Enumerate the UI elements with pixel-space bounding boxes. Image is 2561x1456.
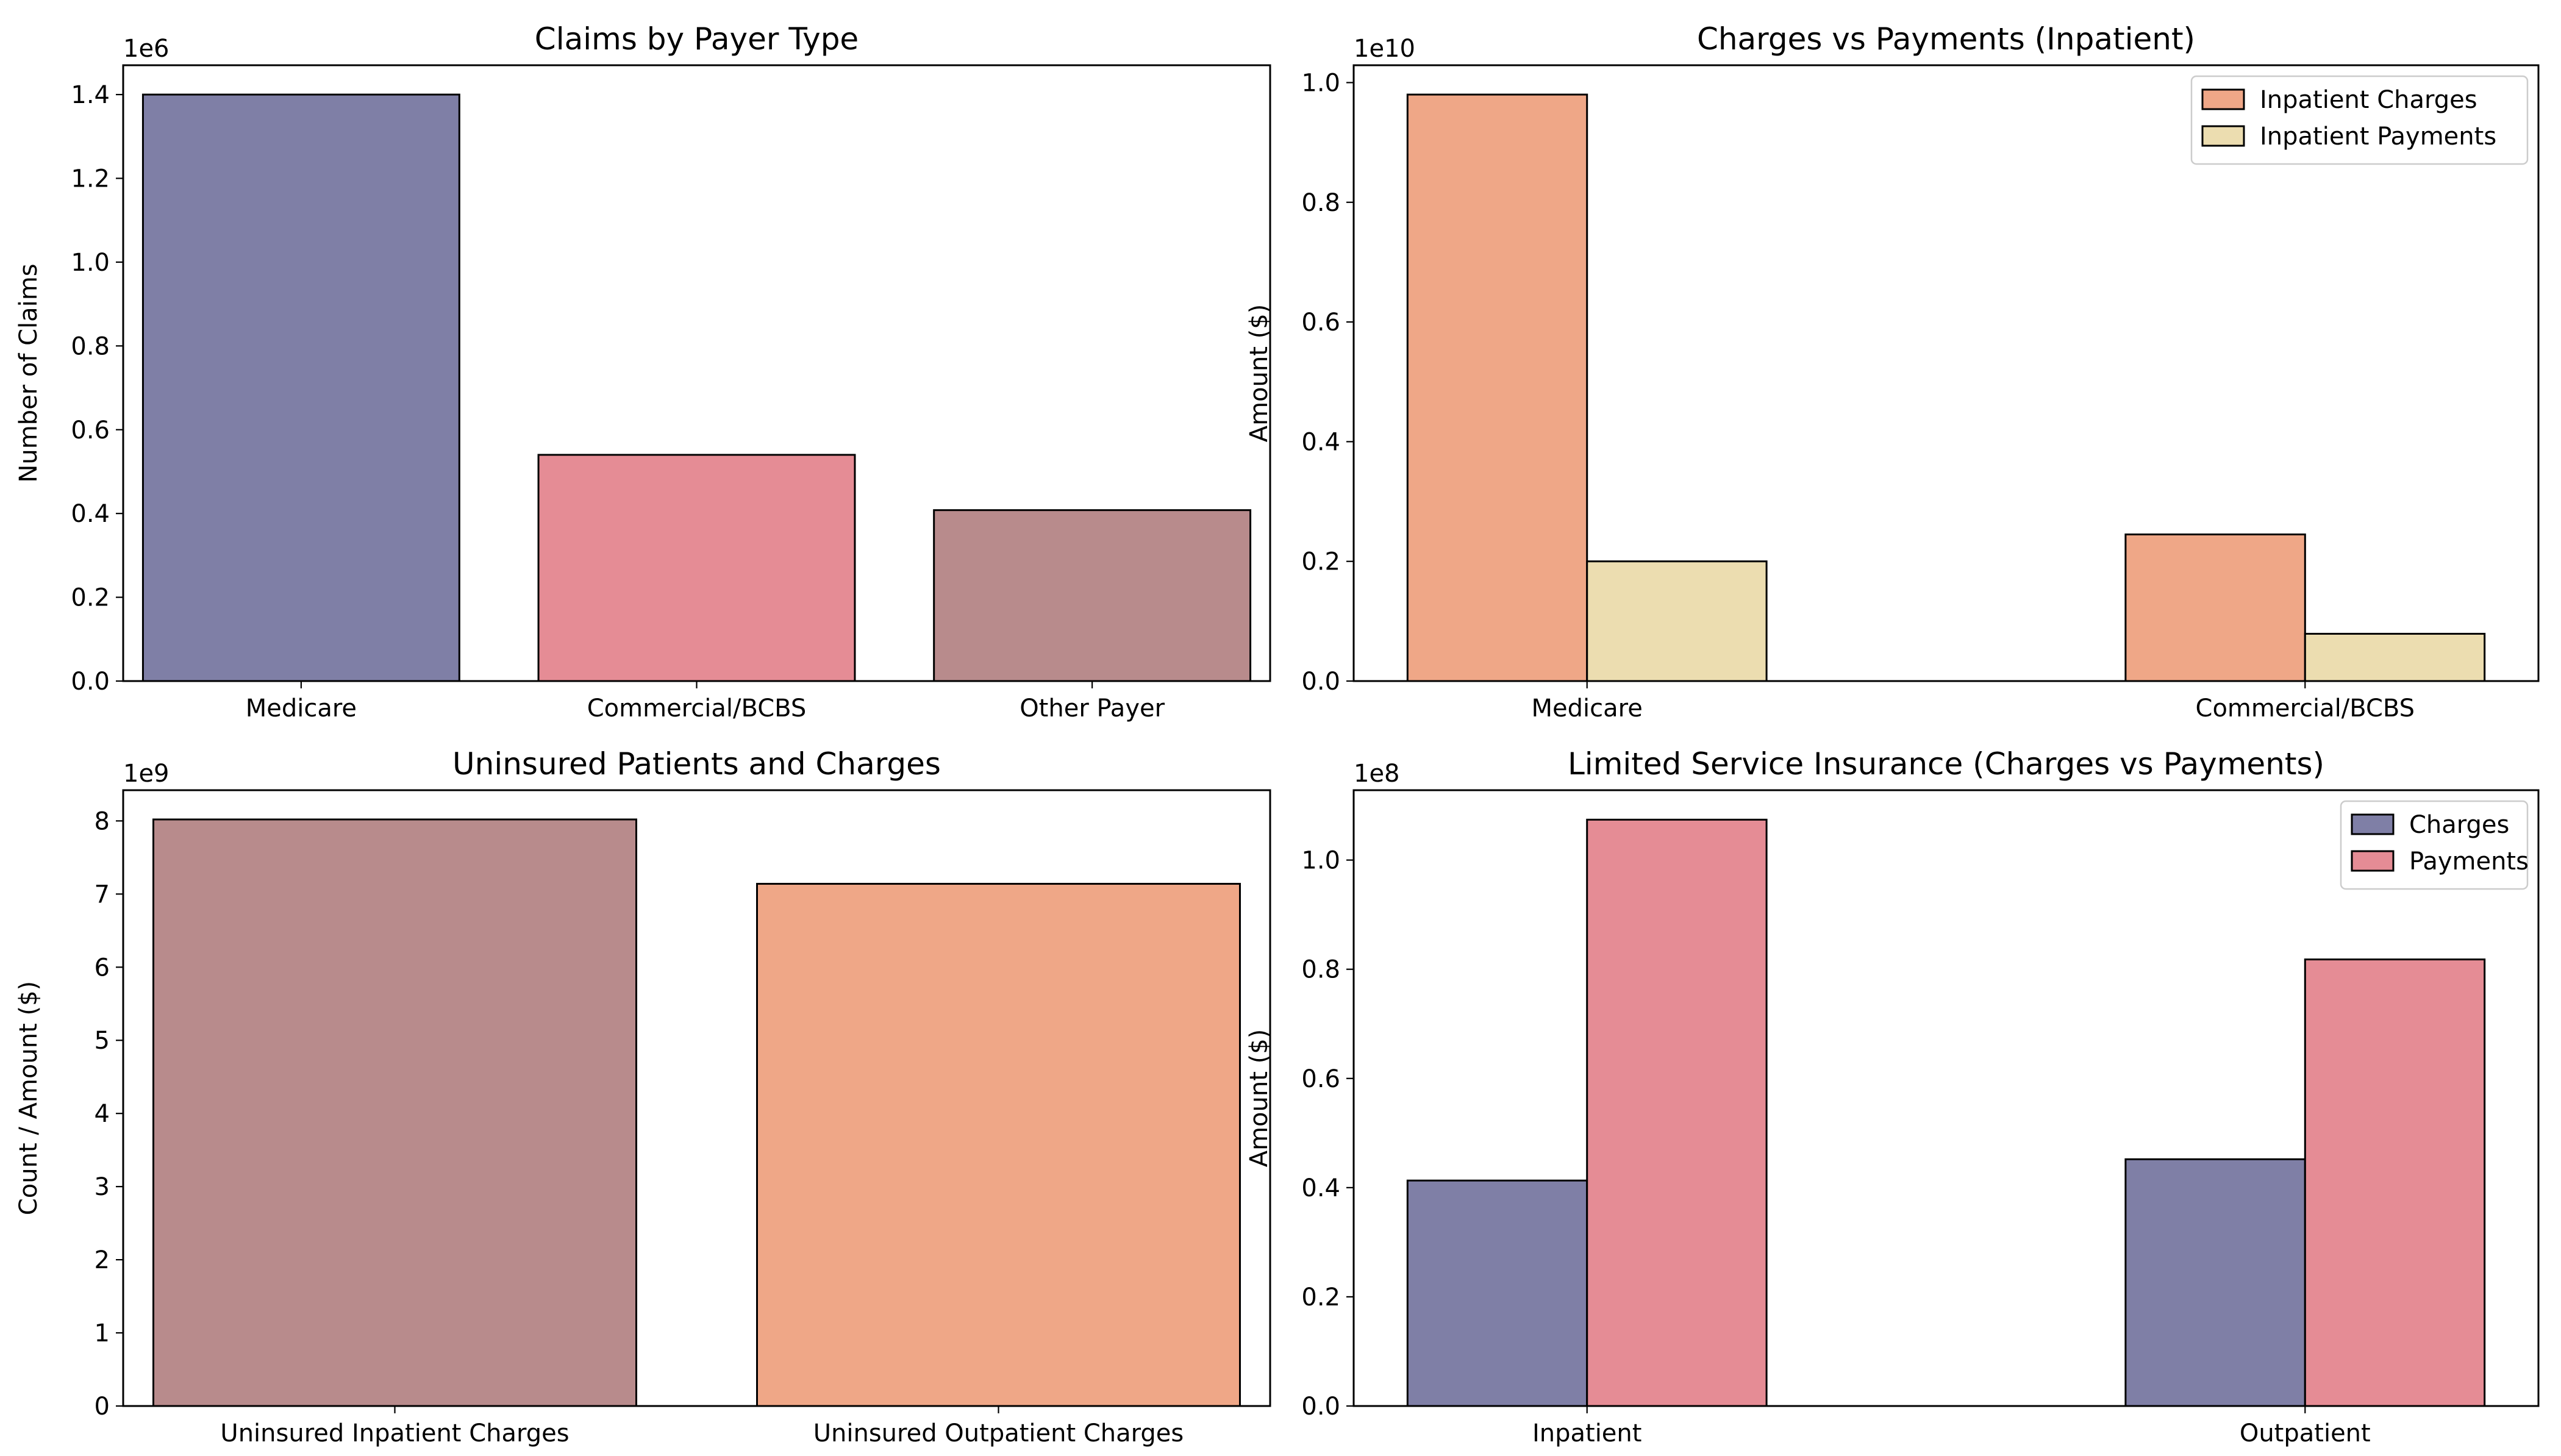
legend-label: Payments [2409, 848, 2529, 876]
y-tick-label: 6 [95, 954, 110, 982]
chart-panel-2: Charges vs Payments (Inpatient) Amount ($… [1245, 21, 2540, 723]
y-axis-label: Number of Claims [15, 263, 43, 482]
y-tick-label: 2 [95, 1246, 110, 1274]
plot-frame [122, 789, 1271, 1407]
x-tick-label: Inpatient [1532, 1419, 1642, 1447]
legend-label: Inpatient Charges [2260, 86, 2477, 114]
y-tick-label: 0.4 [71, 500, 110, 528]
legend-box [2190, 75, 2529, 165]
y-axis-offset-label: 1e8 [1354, 760, 1400, 788]
y-tick-label: 0.0 [1301, 1393, 1340, 1421]
legend-swatch [2351, 850, 2395, 872]
bar-charges-outpatient [2124, 1158, 2306, 1407]
y-axis-label: Amount ($) [1245, 1029, 1273, 1168]
y-tick-label: 4 [95, 1100, 110, 1128]
y-tick-label: 0.6 [1301, 1065, 1340, 1093]
y-tick-label: 0.0 [1301, 668, 1340, 696]
y-axis-label: Amount ($) [1245, 304, 1273, 443]
x-tick-label: Outpatient [2240, 1419, 2371, 1447]
plot-frame [1352, 64, 2540, 682]
chart-title: Charges vs Payments (Inpatient) [1697, 21, 2195, 57]
legend-label: Charges [2409, 811, 2509, 839]
bar-commercial-bcbs [537, 454, 856, 682]
chart-panel-1: Claims by Payer Type Number of Claims 1e6 0… [15, 21, 1271, 723]
y-tick-label: 0.8 [1301, 956, 1340, 984]
x-tick-label: Other Payer [1020, 694, 1165, 723]
y-axis-label: Count / Amount ($) [15, 981, 43, 1215]
x-tick-label: Uninsured Outpatient Charges [813, 1419, 1184, 1447]
y-tick-label: 1.4 [71, 81, 110, 109]
bar-inpatient-charges-medicare [1406, 93, 1588, 682]
legend-swatch [2351, 813, 2395, 835]
y-tick-label: 0.6 [71, 416, 110, 444]
chart-title: Limited Service Insurance (Charges vs Pa… [1568, 746, 2324, 782]
chart-title: Uninsured Patients and Charges [452, 746, 941, 782]
bar-uninsured-outpatient-charges [756, 883, 1241, 1407]
legend-label: Inpatient Payments [2260, 123, 2496, 151]
y-tick-label: 0.6 [1301, 309, 1340, 337]
x-tick-label: Uninsured Inpatient Charges [220, 1419, 569, 1447]
x-tick-label: Medicare [1532, 694, 1643, 723]
y-tick-label: 0.0 [71, 668, 110, 696]
y-tick-label: 1.0 [1301, 847, 1340, 875]
y-tick-label: 0 [95, 1393, 110, 1421]
y-tick-label: 8 [95, 807, 110, 835]
legend-swatch [2201, 88, 2245, 110]
bar-inpatient-payments-commercial-bcbs [2304, 632, 2486, 682]
y-tick-label: 1.0 [1301, 69, 1340, 97]
y-axis-offset-label: 1e10 [1354, 35, 1415, 63]
y-tick-label: 0.4 [1301, 1174, 1340, 1202]
y-tick-label: 0.8 [71, 332, 110, 360]
y-tick-label: 1.0 [71, 249, 110, 277]
y-tick-label: 0.2 [1301, 1283, 1340, 1311]
y-tick-label: 3 [95, 1173, 110, 1201]
y-tick-label: 0.2 [1301, 548, 1340, 576]
bar-other-payer [933, 509, 1252, 682]
y-tick-label: 5 [95, 1027, 110, 1055]
y-tick-label: 0.2 [71, 584, 110, 612]
y-tick-label: 1 [95, 1319, 110, 1347]
legend-swatch [2201, 125, 2245, 147]
plot-frame [122, 64, 1271, 682]
bar-inpatient-charges-commercial-bcbs [2124, 534, 2306, 682]
y-tick-label: 7 [95, 880, 110, 908]
bar-payments-outpatient [2304, 958, 2486, 1407]
bar-uninsured-inpatient-charges [152, 818, 637, 1407]
y-axis-offset-label: 1e6 [123, 35, 170, 63]
bar-charges-inpatient [1406, 1179, 1588, 1407]
bar-payments-inpatient [1586, 818, 1768, 1407]
y-tick-label: 0.8 [1301, 189, 1340, 217]
chart-title: Claims by Payer Type [535, 21, 859, 57]
bar-medicare [141, 93, 460, 682]
x-tick-label: Commercial/BCBS [2196, 694, 2415, 723]
chart-panel-3: Uninsured Patients and Charges Count / Am… [15, 746, 1271, 1447]
legend: Inpatient Charges Inpatient Payments [2190, 75, 2529, 165]
bar-inpatient-payments-medicare [1586, 560, 1768, 682]
y-axis-offset-label: 1e9 [123, 760, 170, 788]
x-tick-label: Medicare [246, 694, 357, 723]
chart-panel-4: Limited Service Insurance (Charges vs Pa… [1245, 746, 2540, 1447]
y-tick-label: 1.2 [71, 165, 110, 193]
x-tick-label: Commercial/BCBS [587, 694, 807, 723]
legend: Charges Payments [2340, 800, 2529, 890]
plot-frame [1352, 789, 2540, 1407]
y-tick-label: 0.4 [1301, 428, 1340, 456]
